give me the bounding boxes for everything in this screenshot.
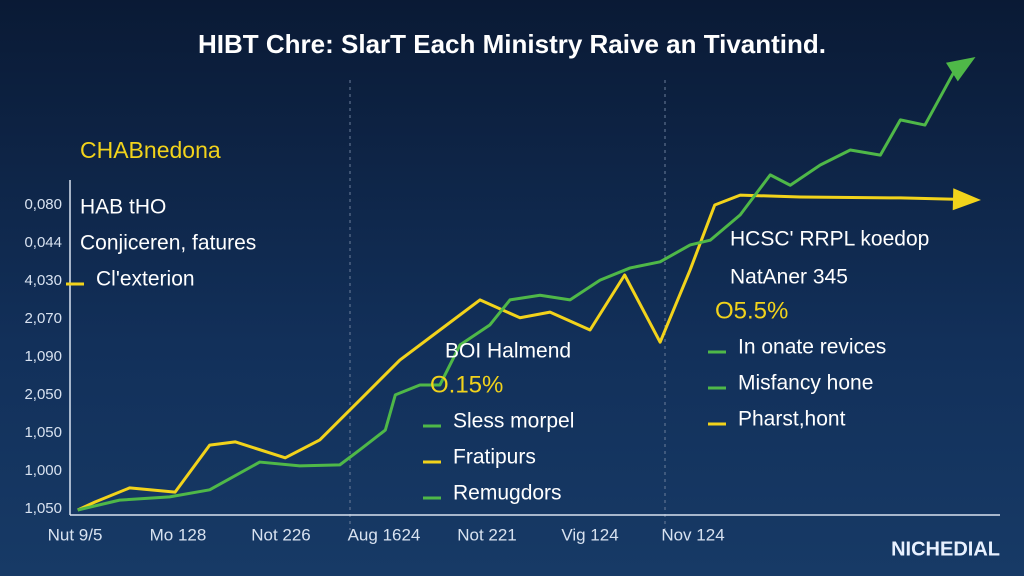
- x-tick-label: Not 221: [457, 525, 517, 544]
- annotation-item: Cl'exterion: [96, 268, 195, 291]
- y-tick-label: 1,050: [24, 500, 62, 517]
- annotation-highlight: O.15%: [430, 371, 503, 398]
- annotation-item: In onate revices: [738, 336, 886, 359]
- line-series: [77, 193, 976, 512]
- annotation-item: Conjiceren, fatures: [80, 232, 256, 255]
- y-tick-label: 2,050: [24, 386, 62, 403]
- logo: NICHEDIAL: [891, 538, 1000, 560]
- x-tick-label: Nut 9/5: [48, 525, 103, 544]
- arrow-head: [945, 56, 976, 82]
- annotation-heading: HCSC' RRPL koedop: [730, 228, 929, 251]
- y-tick-label: 1,000: [24, 462, 62, 479]
- annotation-heading: CHABnedona: [80, 137, 221, 163]
- x-tick-label: Vig 124: [561, 525, 618, 544]
- y-tick-label: 4,030: [24, 272, 62, 289]
- y-tick-label: 0,044: [24, 234, 62, 251]
- annotation-item: Misfancy hone: [738, 372, 873, 395]
- x-tick-label: Nov 124: [661, 525, 724, 544]
- annotation-item: Sless morpel: [453, 410, 574, 433]
- annotation-subheading: NatAner 345: [730, 266, 848, 289]
- y-tick-label: 2,070: [24, 310, 62, 327]
- annotation-item: HAB tHO: [80, 196, 166, 219]
- annotation-item: Pharst,hont: [738, 408, 846, 431]
- chart-title: HIBT Chre: SlarT Each Ministry Raive an …: [198, 29, 826, 59]
- x-tick-label: Aug 1624: [348, 525, 421, 544]
- annotation-heading: BOI Halmend: [445, 340, 571, 363]
- y-tick-label: 0,080: [24, 196, 62, 213]
- y-tick-label: 1,050: [24, 424, 62, 441]
- y-tick-label: 1,090: [24, 348, 62, 365]
- x-tick-label: Mo 128: [150, 525, 207, 544]
- annotation-item: Fratipurs: [453, 446, 536, 469]
- x-tick-label: Not 226: [251, 525, 311, 544]
- annotation-highlight: O5.5%: [715, 297, 788, 324]
- annotation-item: Remugdors: [453, 482, 562, 505]
- line-series: [77, 58, 972, 512]
- arrow-head: [952, 188, 981, 211]
